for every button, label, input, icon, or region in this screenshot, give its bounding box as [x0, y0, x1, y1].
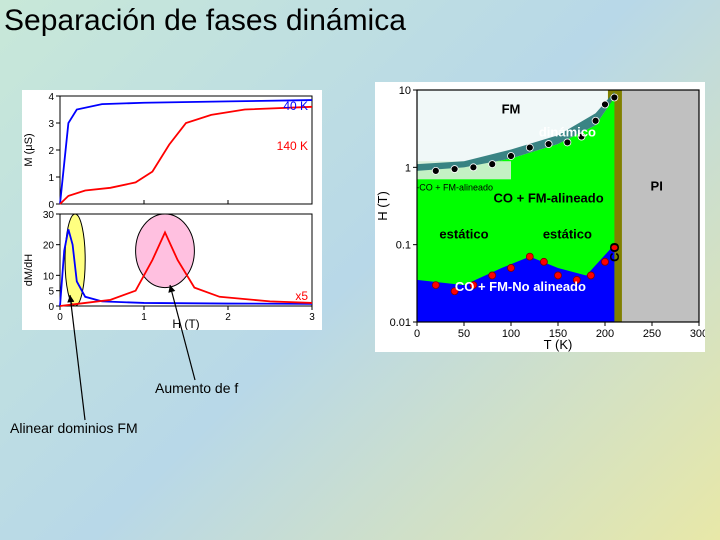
svg-text:4: 4 — [48, 92, 54, 103]
svg-text:0: 0 — [414, 328, 420, 340]
svg-text:5: 5 — [48, 287, 54, 298]
svg-text:50: 50 — [458, 328, 470, 340]
svg-text:40 K: 40 K — [283, 99, 308, 113]
left-top-chart: 0 1 2 3 4 M (μS) 40 K 140 K — [22, 90, 322, 210]
annotation-alinear: Alinear dominios FM — [10, 420, 138, 436]
right-phase-diagram: 0501001502002503000.010.1110T (K)H (T)FM… — [375, 82, 705, 352]
left-bottom-chart: 0 5 10 20 30 0 1 2 3 H (T) dM/dH x5 — [22, 210, 322, 330]
svg-text:H (T): H (T) — [172, 317, 199, 330]
svg-text:CO + FM-No alineado: CO + FM-No alineado — [455, 279, 586, 294]
svg-text:20: 20 — [43, 241, 55, 252]
svg-text:140 K: 140 K — [277, 139, 308, 153]
svg-text:x5: x5 — [295, 289, 308, 303]
svg-text:dM/dH: dM/dH — [23, 254, 35, 286]
svg-text:0.01: 0.01 — [390, 317, 411, 329]
svg-text:estático: estático — [543, 227, 592, 242]
svg-text:-CO + FM-alineado: -CO + FM-alineado — [416, 183, 493, 193]
svg-text:H (T): H (T) — [375, 191, 390, 221]
svg-text:PI: PI — [651, 179, 663, 194]
svg-text:10: 10 — [399, 85, 411, 97]
svg-text:CO + FM-alineado: CO + FM-alineado — [494, 191, 604, 206]
svg-text:3: 3 — [48, 119, 54, 130]
svg-text:M (μS): M (μS) — [23, 133, 35, 166]
svg-text:CO: CO — [607, 242, 622, 262]
page-title: Separación de fases dinámica — [4, 4, 406, 38]
svg-text:3: 3 — [309, 312, 315, 323]
svg-text:250: 250 — [643, 328, 661, 340]
svg-text:1: 1 — [48, 173, 54, 184]
svg-text:200: 200 — [596, 328, 614, 340]
svg-text:10: 10 — [43, 271, 55, 282]
annotation-aumento: Aumento de f — [155, 380, 238, 396]
svg-text:0: 0 — [57, 312, 63, 323]
svg-text:2: 2 — [225, 312, 231, 323]
svg-text:1: 1 — [141, 312, 147, 323]
svg-text:0: 0 — [48, 302, 54, 313]
svg-text:0.1: 0.1 — [396, 240, 411, 252]
svg-text:dinámico: dinámico — [539, 125, 596, 140]
svg-text:30: 30 — [43, 210, 55, 221]
svg-text:0: 0 — [48, 200, 54, 210]
svg-text:100: 100 — [502, 328, 520, 340]
svg-text:FM: FM — [502, 101, 521, 116]
svg-text:estático: estático — [439, 227, 488, 242]
svg-text:1: 1 — [405, 162, 411, 174]
svg-text:2: 2 — [48, 146, 54, 157]
svg-text:T (K): T (K) — [544, 337, 573, 352]
svg-text:300: 300 — [690, 328, 705, 340]
